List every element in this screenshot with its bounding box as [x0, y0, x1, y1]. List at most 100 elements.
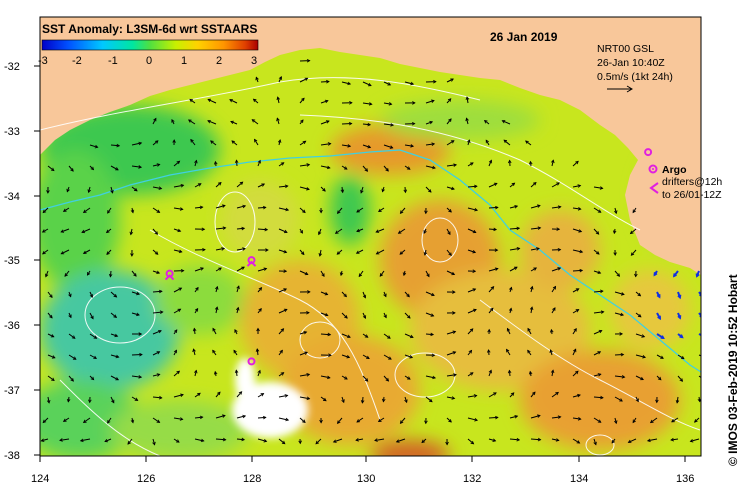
current-vector — [215, 286, 218, 293]
current-vector-head — [465, 96, 470, 101]
current-vector — [236, 205, 246, 209]
current-vector-head — [113, 314, 118, 318]
current-vector — [698, 333, 701, 337]
current-vector-head — [276, 117, 280, 122]
current-vector-head — [656, 294, 661, 299]
current-vector — [110, 333, 118, 337]
colorbar-tick: 1 — [181, 55, 187, 67]
current-vector — [68, 333, 76, 339]
current-vector-head — [265, 248, 269, 252]
current-vector — [383, 354, 392, 360]
current-vector-head — [432, 165, 436, 170]
current-vector-head — [410, 144, 415, 148]
argo-legend-label: Argo — [662, 164, 687, 176]
current-vector — [315, 438, 322, 445]
current-vector-head — [507, 369, 512, 374]
current-vector-head — [238, 391, 243, 395]
current-vector-head — [60, 229, 65, 233]
current-vector-head — [613, 252, 617, 256]
current-vector — [488, 438, 496, 442]
current-vector-head — [130, 209, 135, 214]
current-vector-head — [406, 293, 410, 298]
current-vector-head — [116, 143, 121, 148]
current-vector — [404, 291, 410, 298]
current-vector-head — [474, 418, 479, 422]
current-vector-head — [264, 227, 269, 232]
current-vector-head — [138, 375, 143, 379]
current-vector-head — [229, 99, 233, 103]
current-vector-head — [627, 439, 632, 443]
current-vector-head — [657, 315, 661, 321]
current-vector-head — [595, 231, 600, 235]
current-vector-head — [557, 267, 562, 271]
current-vector-head — [306, 373, 311, 377]
current-vector — [488, 206, 498, 209]
current-vector — [278, 394, 288, 398]
colorbar-ticks: -3 -2 -1 0 1 2 3 — [38, 55, 257, 67]
current-vector-head — [202, 247, 206, 252]
current-vector — [194, 183, 202, 188]
current-vector-head — [556, 182, 560, 186]
current-vector-head — [430, 332, 435, 337]
current-vector — [104, 438, 112, 443]
current-vector-head — [367, 145, 372, 149]
current-vector-head — [284, 184, 289, 189]
current-vector — [383, 375, 389, 382]
current-vector-head — [341, 399, 345, 404]
current-vector — [614, 354, 624, 356]
current-vector-head — [530, 285, 534, 290]
current-vector-head — [421, 439, 425, 444]
current-vector — [215, 205, 226, 209]
current-vector-head — [82, 250, 87, 254]
current-vector — [488, 228, 497, 231]
current-vector-head — [473, 394, 478, 398]
current-vector-head — [252, 98, 257, 103]
current-vector — [551, 438, 559, 441]
current-vector — [320, 375, 330, 379]
current-vector — [400, 207, 406, 214]
current-vector — [341, 144, 351, 147]
current-vector — [572, 207, 581, 210]
current-vector — [356, 249, 364, 254]
current-vector — [106, 228, 112, 233]
current-vector-head — [474, 184, 478, 189]
current-vector — [110, 396, 115, 403]
current-vector — [253, 98, 259, 104]
current-vector — [341, 375, 348, 380]
bathymetry-contour — [39, 149, 702, 373]
current-vector-head — [672, 273, 677, 278]
current-vector — [189, 98, 196, 104]
current-vector-head — [178, 287, 183, 291]
current-vector — [320, 270, 325, 277]
current-vector-head — [508, 307, 513, 312]
current-vector-head — [176, 370, 181, 375]
current-vector-head — [426, 273, 430, 278]
current-vector-head — [600, 310, 605, 314]
current-vector — [362, 123, 371, 126]
current-vector-head — [387, 335, 391, 339]
y-axis: -32 -33 -34 -35 -36 -37 -38 — [4, 61, 40, 462]
current-vector-head — [506, 348, 510, 353]
current-vector — [152, 351, 160, 356]
x-tick-label: 126 — [137, 473, 155, 485]
current-vector-head — [677, 315, 682, 320]
current-vector-head — [88, 399, 92, 404]
current-vector — [110, 312, 117, 318]
current-vector — [278, 288, 287, 293]
current-vector-head — [362, 315, 367, 319]
current-vector — [215, 391, 221, 398]
current-vector-head — [556, 227, 561, 231]
current-vector-head — [82, 419, 87, 423]
current-vector-head — [257, 159, 261, 164]
current-vector — [42, 417, 49, 423]
current-vector-head — [362, 294, 367, 299]
current-vector-head — [423, 251, 428, 256]
current-vector-head — [234, 159, 239, 164]
current-vector-head — [577, 393, 581, 398]
current-vector-head — [90, 376, 95, 381]
current-vector — [229, 99, 238, 104]
current-vector — [299, 249, 305, 255]
current-vector — [341, 354, 350, 358]
current-vector — [614, 396, 623, 402]
current-vector — [635, 291, 641, 297]
